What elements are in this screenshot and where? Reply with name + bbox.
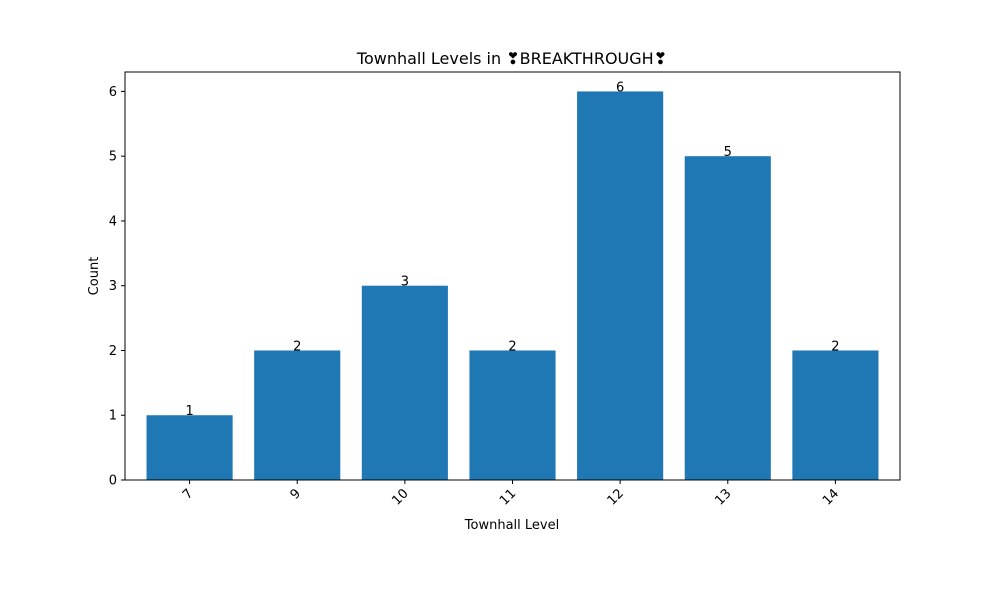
x-tick-label-14: 14: [820, 486, 842, 508]
bar-7: [146, 415, 233, 480]
bars: [146, 91, 879, 480]
value-label-13: 5: [724, 145, 732, 160]
value-label-12: 6: [616, 80, 624, 95]
bar-12: [577, 91, 664, 480]
bar-10: [361, 285, 448, 480]
x-tick-label-12: 12: [605, 486, 627, 508]
plot-frame: [124, 71, 901, 481]
value-label-7: 1: [185, 404, 193, 419]
value-labels: 1 2 3 2 6 5 2: [185, 80, 839, 419]
x-tick-label-9: 9: [288, 486, 304, 502]
chart-title: Townhall Levels in ❣BREAKTHROUGH❣: [356, 49, 667, 68]
bar-13: [684, 156, 771, 480]
x-tick-label-11: 11: [497, 486, 519, 508]
y-tick-label-2: 2: [109, 344, 117, 359]
y-tick-label-1: 1: [109, 409, 117, 424]
value-label-10: 3: [401, 275, 409, 290]
y-axis-label: Count: [87, 257, 102, 296]
bar-11: [469, 350, 556, 480]
x-tick-label-13: 13: [712, 486, 734, 508]
bar-9: [254, 350, 341, 480]
x-tick-label-10: 10: [389, 486, 411, 508]
x-axis: 7 9 10 11 12 13 14: [180, 480, 842, 509]
value-label-9: 2: [293, 339, 301, 354]
bar-14: [792, 350, 879, 480]
x-axis-label: Townhall Level: [464, 518, 559, 533]
y-tick-label-3: 3: [109, 279, 117, 294]
y-tick-label-4: 4: [109, 214, 117, 229]
y-tick-label-6: 6: [109, 85, 117, 100]
y-tick-label-0: 0: [109, 474, 117, 489]
x-tick-label-7: 7: [180, 486, 196, 502]
value-label-11: 2: [508, 339, 516, 354]
y-tick-label-5: 5: [109, 150, 117, 165]
y-axis: 0 1 2 3 4 5 6: [109, 85, 125, 489]
value-label-14: 2: [831, 339, 839, 354]
